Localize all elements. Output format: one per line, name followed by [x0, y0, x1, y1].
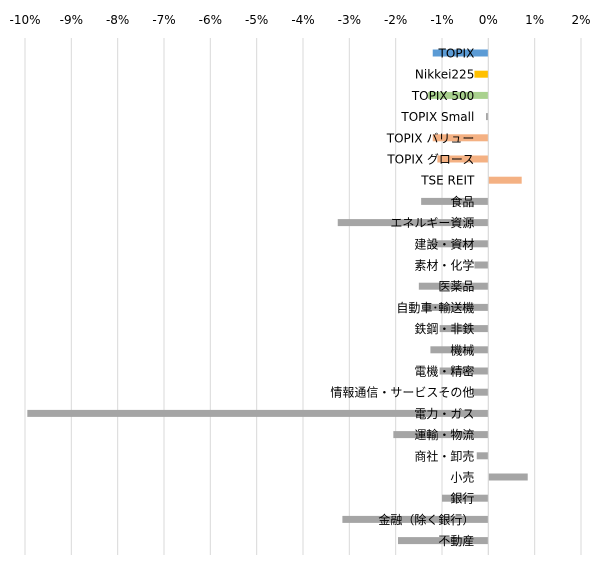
category-label: 素材・化学: [414, 258, 474, 273]
bar: [432, 134, 489, 142]
bar: [486, 113, 489, 121]
bar: [428, 91, 489, 99]
bar: [439, 325, 489, 333]
bar: [337, 219, 489, 227]
bar: [488, 473, 528, 481]
category-label: 自動車･輸送機: [396, 300, 474, 315]
bar: [430, 240, 489, 248]
bar: [27, 409, 489, 417]
bar: [393, 431, 489, 439]
bar: [442, 494, 489, 502]
category-label: 小売: [450, 470, 474, 485]
x-tick-label: -7%: [152, 13, 175, 27]
bar: [476, 452, 489, 460]
category-label: 金融（除く銀行）: [378, 512, 474, 527]
bar: [421, 197, 489, 205]
bar: [472, 388, 489, 396]
category-label: 電力・ガス: [414, 407, 474, 421]
bar: [474, 261, 489, 269]
category-label: TOPIX Small: [400, 110, 474, 124]
bar: [437, 155, 489, 163]
category-label: 機械: [450, 342, 474, 357]
bar: [397, 537, 489, 545]
category-label: 鉄鋼・非鉄: [414, 321, 474, 336]
category-label: TSE REIT: [420, 174, 475, 188]
x-tick-label: -1%: [430, 13, 453, 27]
bar: [488, 176, 522, 184]
category-label: 銀行: [450, 492, 474, 506]
category-label: TOPIX: [438, 47, 475, 61]
category-label: TOPIX バリュー: [386, 131, 475, 145]
category-labels: TOPIX Nikkei225 TOPIX 500 TOPIX Small TOPIX …: [330, 47, 475, 549]
bar: [432, 49, 489, 57]
bar: [418, 282, 489, 290]
x-tick-label: 1%: [525, 13, 544, 27]
x-tick-label: -6%: [199, 13, 222, 27]
category-label: 情報通信・サービスその他: [330, 386, 474, 400]
category-label: 商社・卸売: [414, 448, 474, 463]
bars: [27, 49, 528, 545]
category-label: 不動産: [438, 533, 474, 548]
category-label: 建設・資材: [414, 236, 474, 251]
x-tick-label: 2%: [571, 13, 590, 27]
category-label: TOPIX グロース: [386, 153, 474, 167]
bar: [430, 346, 489, 354]
category-label: 運輸・物流: [414, 427, 474, 442]
x-tick-label: -10%: [9, 13, 40, 27]
x-tick-label: -5%: [245, 13, 268, 27]
x-tick-label: 0%: [479, 13, 498, 27]
x-tick-label: -8%: [106, 13, 129, 27]
category-label: エネルギー資源: [390, 216, 474, 230]
bar: [439, 367, 489, 375]
bar: [342, 515, 489, 523]
x-tick-label: -9%: [60, 13, 83, 27]
x-tick-label: -2%: [384, 13, 407, 27]
x-tick-label: -4%: [291, 13, 314, 27]
category-label: 食品: [450, 194, 474, 209]
x-tick-label: -3%: [338, 13, 361, 27]
bar: [423, 303, 489, 311]
category-label: Nikkei225: [415, 68, 474, 82]
category-label: TOPIX 500: [411, 89, 475, 103]
x-axis-tick-labels: -10% -9% -8% -7% -6% -5% -4% -3% -2% -1% 0% 1% 2%: [9, 13, 590, 27]
category-label: 電機・精密: [414, 364, 474, 379]
category-label: 医薬品: [438, 280, 474, 294]
bar: [474, 70, 489, 78]
